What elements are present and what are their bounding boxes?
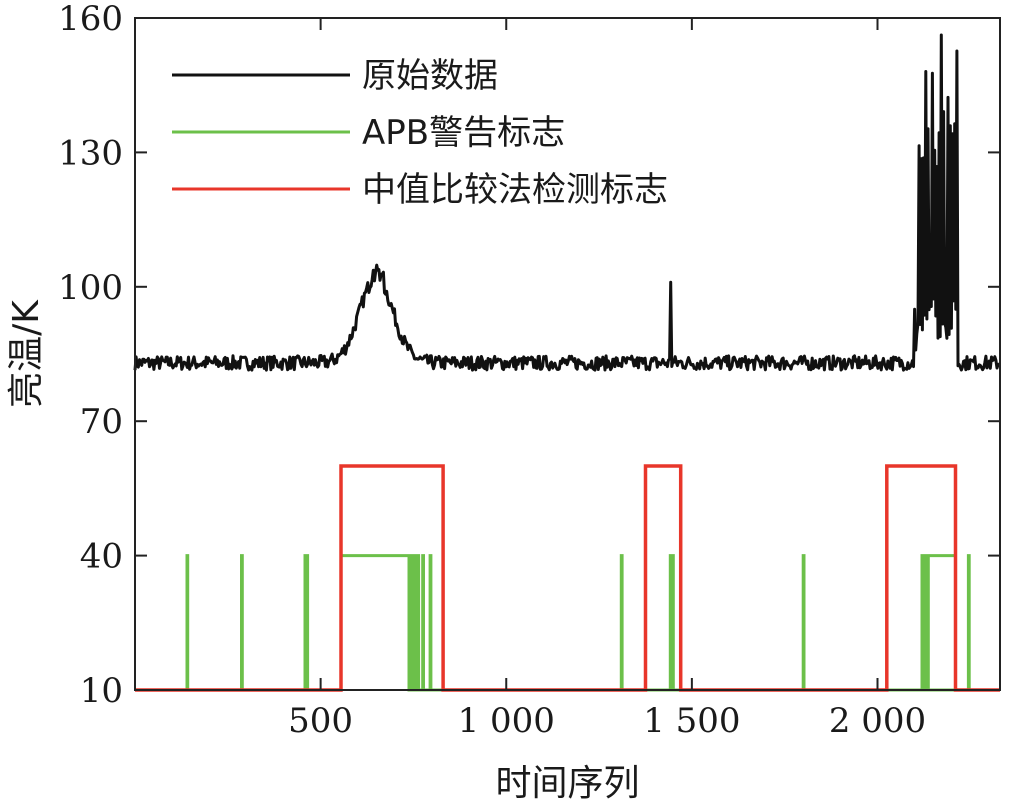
y-tick-label: 160	[58, 0, 123, 39]
series-apb-warning-flag-line	[135, 554, 1000, 692]
y-tick-label: 40	[80, 537, 123, 577]
x-tick-label: 1 000	[458, 701, 555, 741]
legend-label: 原始数据	[362, 56, 498, 96]
x-tick-label: 500	[288, 701, 353, 741]
y-tick-label: 70	[80, 402, 123, 442]
x-tick-label: 2 000	[829, 701, 926, 741]
y-tick-label: 10	[80, 671, 123, 711]
y-tick-label: 130	[58, 133, 123, 173]
plot-frame	[134, 17, 1001, 691]
x-axis-label: 时间序列	[495, 763, 639, 804]
x-tick-label: 1 500	[643, 701, 740, 741]
legend-label: APB警告标志	[362, 113, 565, 153]
y-tick-label: 100	[58, 268, 123, 308]
series-raw-data-line	[133, 33, 1001, 372]
y-axis-label: 亮温/K	[6, 299, 47, 408]
ticks-layer: 10 40 70 100 130 160 500 1 000 1 500 2 000	[58, 0, 1000, 741]
series-median-comparison-flag-line	[135, 464, 1000, 692]
legend-label: 中值比较法检测标志	[362, 170, 668, 210]
